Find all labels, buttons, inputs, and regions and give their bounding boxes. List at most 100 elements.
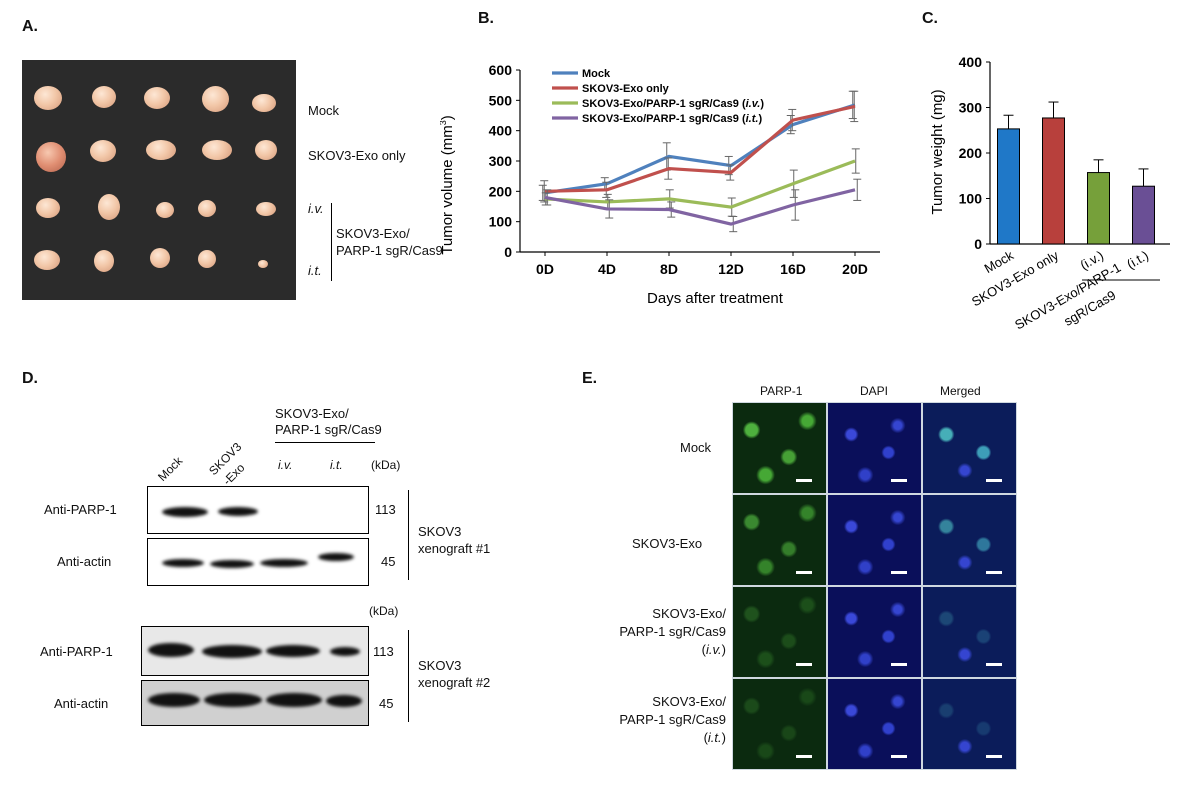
bar <box>1087 172 1110 245</box>
y-tick-label: 400 <box>959 54 983 70</box>
if-image-tile <box>827 586 922 678</box>
tumor <box>90 140 116 162</box>
if-image-tile <box>922 586 1017 678</box>
tumor <box>98 194 120 220</box>
x-tick-label: 4D <box>598 261 616 277</box>
label-exo-only: SKOV3-Exo only <box>308 148 406 163</box>
scale-bar <box>796 755 812 758</box>
mw-113: 113 <box>375 502 396 517</box>
scale-bar <box>986 755 1002 758</box>
blot1-parp-label: Anti-PARP-1 <box>44 502 117 517</box>
row-it-2: PARP-1 sgR/Cas9 <box>619 712 726 727</box>
x-tick-label: (i.t.) <box>1124 248 1151 272</box>
y-tick-label: 200 <box>959 145 983 161</box>
row-iv-2: PARP-1 sgR/Cas9 <box>619 624 726 639</box>
lane-mock: Mock <box>155 453 186 484</box>
kda-label-2: (kDa) <box>369 604 399 618</box>
blot2-parp-label: Anti-PARP-1 <box>40 644 113 659</box>
if-image-tile <box>827 402 922 494</box>
if-image-tile <box>827 494 922 586</box>
row-iv-1: SKOV3-Exo/ <box>652 606 726 621</box>
y-tick-label: 200 <box>489 183 513 199</box>
y-tick-label: 600 <box>489 62 513 78</box>
tumor <box>94 250 114 272</box>
row-mock: Mock <box>680 440 712 455</box>
label-treated-1: SKOV3-Exo/ <box>336 226 410 241</box>
tumor <box>255 140 277 160</box>
y-tick-label: 0 <box>974 236 982 252</box>
scale-bar <box>891 479 907 482</box>
tumor <box>144 87 170 109</box>
bar <box>1132 185 1155 245</box>
label-treated-2: PARP-1 sgR/Cas9 <box>336 243 443 258</box>
y-tick-label: 300 <box>959 100 983 116</box>
x-tick-label: 0D <box>536 261 554 277</box>
kda-label: (kDa) <box>371 458 401 472</box>
blot-header-1: SKOV3-Exo/ <box>275 406 349 421</box>
scale-bar <box>796 479 812 482</box>
tumor <box>258 260 268 268</box>
scale-bar <box>891 663 907 666</box>
scale-bar <box>986 663 1002 666</box>
panel-b-letter: B. <box>478 10 494 27</box>
x-tick-label: 12D <box>718 261 744 277</box>
x-tick-label: 8D <box>660 261 678 277</box>
legend-label: SKOV3-Exo/PARP-1 sgR/Cas9 (i.v.) <box>582 98 764 110</box>
mw-113b: 113 <box>373 644 394 659</box>
y-tick-label: 100 <box>959 191 983 207</box>
row-exo: SKOV3-Exo <box>632 536 703 551</box>
lane-it: i.t. <box>330 458 343 472</box>
if-image-tile <box>827 678 922 770</box>
panel-d-letter: D. <box>22 370 38 387</box>
blot2-actin-label: Anti-actin <box>54 696 109 711</box>
tumor <box>34 86 62 110</box>
if-image-tile <box>732 402 827 494</box>
legend-label: Mock <box>582 68 611 80</box>
tumor <box>36 142 66 172</box>
y-axis-label: Tumor weight (mg) <box>929 89 946 214</box>
y-tick-label: 100 <box>489 214 513 230</box>
scale-bar <box>796 663 812 666</box>
bracket-line <box>331 203 332 281</box>
tumor <box>198 250 216 268</box>
lane-iv: i.v. <box>278 458 293 472</box>
scale-bar <box>891 755 907 758</box>
xeno2-label-2: xenograft #2 <box>418 675 491 690</box>
xeno1-label-1: SKOV3 <box>418 524 462 539</box>
tumor <box>146 140 176 160</box>
header-underline <box>275 442 375 443</box>
tumor <box>36 198 60 218</box>
tumor <box>156 202 174 218</box>
blot2-parp <box>141 626 369 676</box>
series-line <box>544 104 856 193</box>
legend-label: SKOV3-Exo/PARP-1 sgR/Cas9 (i.t.) <box>582 113 762 125</box>
tumor <box>202 140 232 160</box>
tumor <box>150 248 170 268</box>
if-image-tile <box>732 494 827 586</box>
panel-a-letter: A. <box>22 18 38 35</box>
scale-bar <box>796 571 812 574</box>
scale-bar <box>986 571 1002 574</box>
blot1-parp <box>147 486 369 534</box>
col-parp1: PARP-1 <box>760 384 803 398</box>
mw-45: 45 <box>381 554 396 569</box>
xeno1-label-2: xenograft #1 <box>418 541 491 556</box>
if-image-grid <box>732 402 1017 770</box>
col-dapi: DAPI <box>860 384 889 398</box>
tumor <box>202 86 229 112</box>
blot-header-2: PARP-1 sgR/Cas9 <box>275 422 382 437</box>
scale-bar <box>891 571 907 574</box>
y-tick-label: 400 <box>489 123 513 139</box>
x-tick-label: 20D <box>842 261 868 277</box>
y-tick-label: 500 <box>489 92 513 108</box>
y-axis-label: Tumor volume (mm3) <box>440 115 456 254</box>
if-image-tile <box>732 678 827 770</box>
label-mock: Mock <box>308 103 340 118</box>
panel-c-letter: C. <box>922 10 938 27</box>
tumor-photo <box>22 60 296 300</box>
series-line <box>544 159 856 209</box>
series-line <box>544 103 856 195</box>
if-image-tile <box>922 678 1017 770</box>
xeno1-bracket <box>408 490 409 580</box>
